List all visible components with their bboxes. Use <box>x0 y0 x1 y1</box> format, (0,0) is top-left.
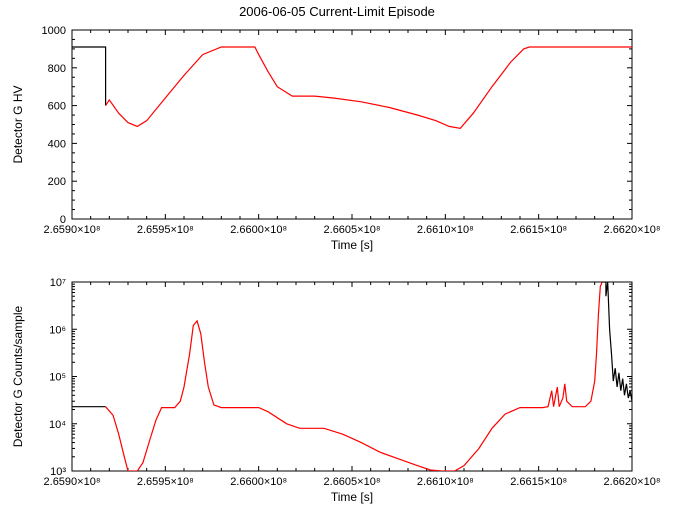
chart-title: 2006-06-05 Current-Limit Episode <box>239 4 435 19</box>
top-chart: 2.6590×10⁸ 2.6595×10⁸ 2.6600×10⁸ 2.6605×10⁸… <box>11 25 660 252</box>
bottom-chart-xlabel: Time [s] <box>331 490 373 504</box>
bottom-chart-xtick-label: 2.6615×10⁸ <box>510 476 567 488</box>
bottom-chart-ytick-label: 10⁴ <box>49 419 66 431</box>
top-chart-xtick-label: 2.6595×10⁸ <box>137 224 194 236</box>
top-chart-xtick-label: 2.6620×10⁸ <box>604 224 661 236</box>
top-chart-xtick-label: 2.6605×10⁸ <box>324 224 381 236</box>
top-chart-axis-box <box>72 30 632 219</box>
bottom-chart-ytick-label: 10⁵ <box>49 372 66 384</box>
top-chart-ytick-label: 800 <box>48 63 66 75</box>
bottom-chart-series-2 <box>602 282 632 401</box>
bottom-chart-series-1 <box>106 282 602 471</box>
bottom-chart: 2.6590×10⁸2.6595×10⁸2.6600×10⁸2.6605×10⁸… <box>11 277 660 504</box>
bottom-chart-xtick-label: 2.6610×10⁸ <box>417 476 474 488</box>
top-chart-ylabel: Detector G HV <box>11 85 25 163</box>
bottom-chart-xtick-label: 2.6605×10⁸ <box>324 476 381 488</box>
top-chart-xtick-label: 2.6590×10⁸ <box>44 224 101 236</box>
top-chart-xtick-label: 2.6610×10⁸ <box>417 224 474 236</box>
top-chart-series-1 <box>106 47 632 128</box>
top-chart-ytick-label: 400 <box>48 138 66 150</box>
top-chart-xtick-label: 2.6600×10⁸ <box>230 224 287 236</box>
top-chart-ytick-label: 200 <box>48 176 66 188</box>
top-chart-xtick-label: 2.6615×10⁸ <box>510 224 567 236</box>
dual-panel-chart: 2006-06-05 Current-Limit Episode 2.6590×1… <box>0 0 674 511</box>
bottom-chart-ytick-label: 10⁷ <box>50 277 66 289</box>
top-chart-ytick-label: 600 <box>48 101 66 113</box>
top-chart-xlabel: Time [s] <box>331 238 373 252</box>
bottom-chart-ytick-label: 10³ <box>50 466 66 478</box>
top-chart-ytick-label: 0 <box>60 214 66 226</box>
bottom-chart-xtick-label: 2.6620×10⁸ <box>604 476 661 488</box>
bottom-chart-xtick-label: 2.6595×10⁸ <box>137 476 194 488</box>
bottom-chart-ylabel: Detector G Counts/sample <box>11 305 25 447</box>
bottom-chart-ytick-label: 10⁶ <box>49 324 66 336</box>
top-chart-ytick-label: 1000 <box>42 25 66 37</box>
bottom-chart-xtick-label: 2.6600×10⁸ <box>230 476 287 488</box>
bottom-chart-axis-box <box>72 282 632 471</box>
top-chart-series-0 <box>72 47 106 106</box>
